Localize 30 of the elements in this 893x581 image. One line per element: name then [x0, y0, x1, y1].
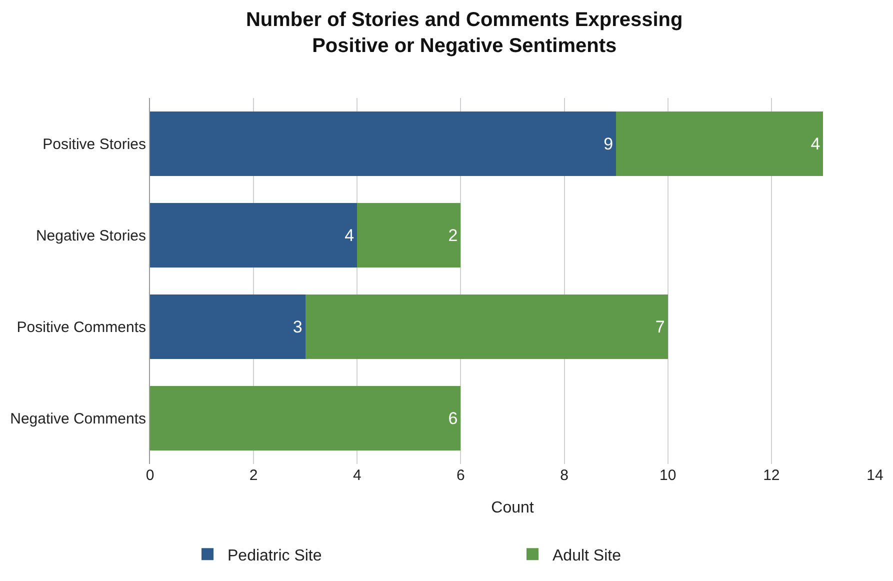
- x-tick-label: 14: [866, 467, 884, 484]
- x-axis-title: Count: [491, 500, 534, 517]
- x-tick-label: 0: [146, 467, 154, 484]
- y-tick-label: Negative Comments: [10, 410, 146, 428]
- bar: [616, 112, 824, 176]
- data-label: 3: [292, 317, 302, 336]
- y-tick-label: Negative Stories: [36, 228, 146, 244]
- x-tick-label: 12: [763, 467, 780, 484]
- y-tick-label: Positive Comments: [16, 319, 146, 336]
- data-label: 2: [448, 226, 458, 245]
- x-tick-label: 8: [560, 467, 568, 484]
- bar: [150, 386, 461, 450]
- data-label: 4: [810, 134, 820, 154]
- x-tick-label: 10: [660, 467, 676, 484]
- x-tick-label: 6: [456, 467, 465, 484]
- x-tick-label: 4: [352, 467, 362, 484]
- data-label: 4: [344, 226, 354, 245]
- legend-label: Pediatric Site: [228, 547, 322, 564]
- bar: [150, 294, 306, 359]
- data-label: 6: [448, 408, 458, 428]
- data-label: 7: [655, 317, 665, 336]
- chart-title: Number of Stories and Comments Expressing Positive or Negative Sentiments: [246, 9, 683, 58]
- bar: [305, 294, 668, 359]
- bar: [150, 203, 358, 268]
- y-tick-label: Positive Stories: [42, 136, 146, 153]
- legend-label: Adult Site: [552, 547, 622, 564]
- x-tick-label: 2: [249, 467, 258, 484]
- bar: [150, 112, 616, 176]
- bar: [357, 203, 461, 268]
- data-label: 9: [604, 134, 614, 154]
